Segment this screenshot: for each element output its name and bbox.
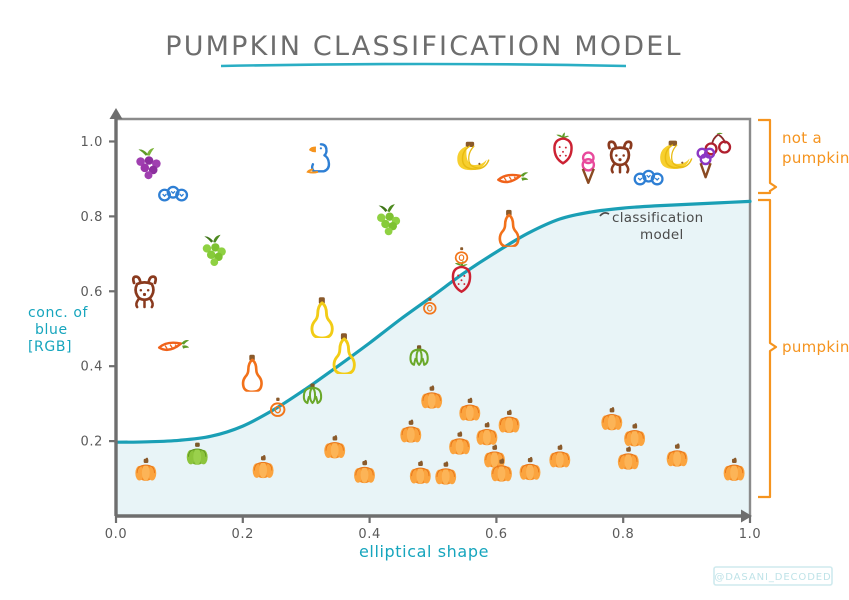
data-point-strawberry [553,131,573,165]
x-axis-arrow [741,509,752,523]
data-point-ice-cream-purple [696,147,716,179]
data-point-purple-grapes [136,147,161,180]
data-point-pumpkin-small-orange [454,246,469,264]
data-point-green-grapes [377,204,401,236]
watermark-box [713,566,833,586]
data-point-dog [607,140,633,174]
x-tick-label: 0.2 [232,527,254,542]
brace-bottom-label: pumpkin [782,338,849,356]
x-tick-label: 1.0 [739,527,761,542]
right-brace-group: not a pumpkin pumpkin [758,118,849,499]
x-axis-ticks: 0.0 0.2 0.4 0.6 0.8 1.0 [105,516,761,542]
data-point-orange-gourd [241,353,263,392]
data-point-duck [306,143,331,174]
data-point-bananas [659,139,693,170]
brace-top-label-line2: pumpkin [782,149,849,167]
page-title: PUMPKIN CLASSIFICATION MODEL [165,31,683,62]
x-tick-label: 0.4 [358,527,380,542]
classification-boundary-curve [114,199,752,444]
y-tick-label: 1.0 [81,135,103,150]
x-axis-label: elliptical shape [359,542,489,561]
y-axis-label: conc. of blue [RGB] [28,305,88,355]
data-point-blueberries [633,169,664,186]
plot-area [114,117,752,516]
y-tick-label: 0.8 [81,210,103,225]
data-point-blueberries [158,185,189,202]
y-tick-label: 0.2 [81,435,103,450]
brace-top-upper [758,118,778,193]
data-point-carrot [157,338,191,352]
data-point-yellow-gourd [310,295,334,338]
x-tick-label: 0.0 [105,527,127,542]
pumpkin-region-fill [116,201,750,516]
x-tick-label: 0.6 [485,527,507,542]
plot-frame [116,117,752,516]
y-tick-label: 0.6 [81,285,103,300]
data-point-cherries [704,131,732,156]
brace-bottom [758,198,778,499]
data-point-dog [131,275,158,309]
title-underline [220,62,627,68]
annotation-line2: model [640,227,684,243]
classification-model-annotation: classification model [599,210,704,243]
watermark-text: @DASANI_DECODED [714,572,831,583]
y-axis-label-line1: conc. of [28,305,88,321]
y-axis-ticks: 0.2 0.4 0.6 0.8 1.0 [81,135,116,450]
annotation-line1: classification [612,210,704,226]
y-axis-label-line2: blue [35,322,68,338]
y-tick-label: 0.4 [81,360,103,375]
brace-top-lower [758,191,772,195]
chart-title-group: PUMPKIN CLASSIFICATION MODEL [165,31,683,68]
watermark: @DASANI_DECODED [713,566,833,586]
data-point-ice-cream-pink [581,151,596,185]
annotation-pointer-icon [599,211,610,217]
y-axis-arrow [109,108,123,119]
y-axis-label-line3: [RGB] [28,339,72,355]
axes-group: 0.2 0.4 0.6 0.8 1.0 0.0 0.2 0.4 0.6 0.8 1.0 conc.… [28,108,761,561]
x-tick-label: 0.8 [612,527,634,542]
data-point-green-grapes [202,234,226,266]
brace-top-label-line1: not a [782,129,822,147]
data-point-bananas [456,141,490,171]
data-point-carrot [497,171,530,184]
